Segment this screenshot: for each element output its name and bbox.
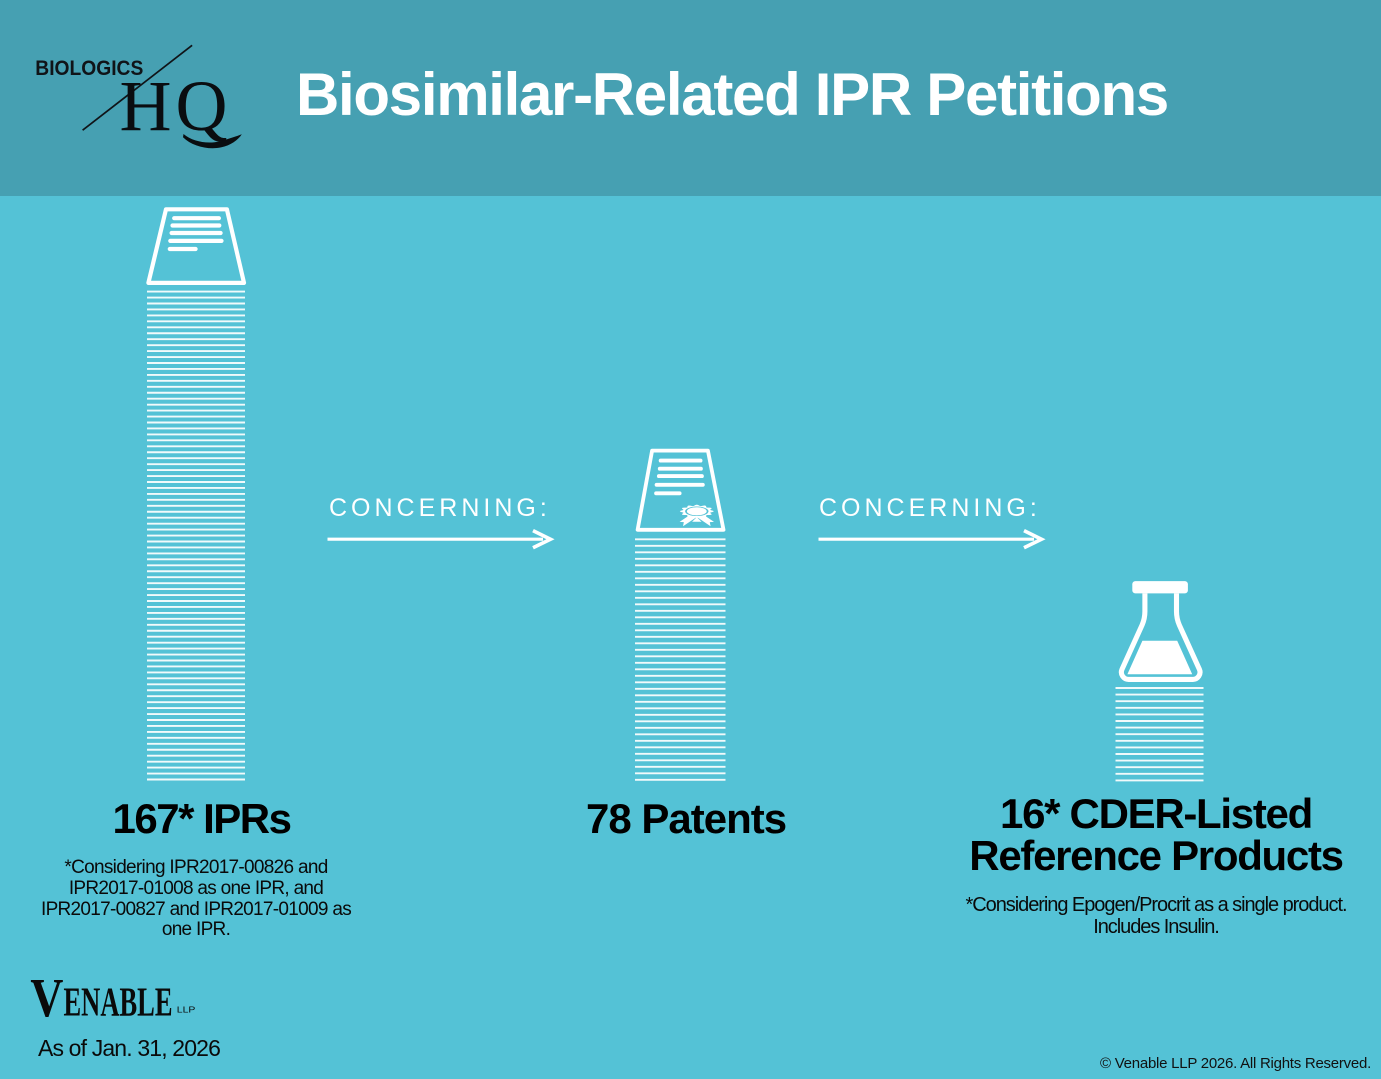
svg-text:HQ: HQ: [120, 66, 232, 146]
svg-text:BIOLOGICS: BIOLOGICS: [35, 56, 143, 80]
svg-text:LLP: LLP: [177, 1005, 196, 1015]
svg-text:ENABLE: ENABLE: [64, 979, 173, 1025]
svg-text:V: V: [30, 967, 63, 1028]
